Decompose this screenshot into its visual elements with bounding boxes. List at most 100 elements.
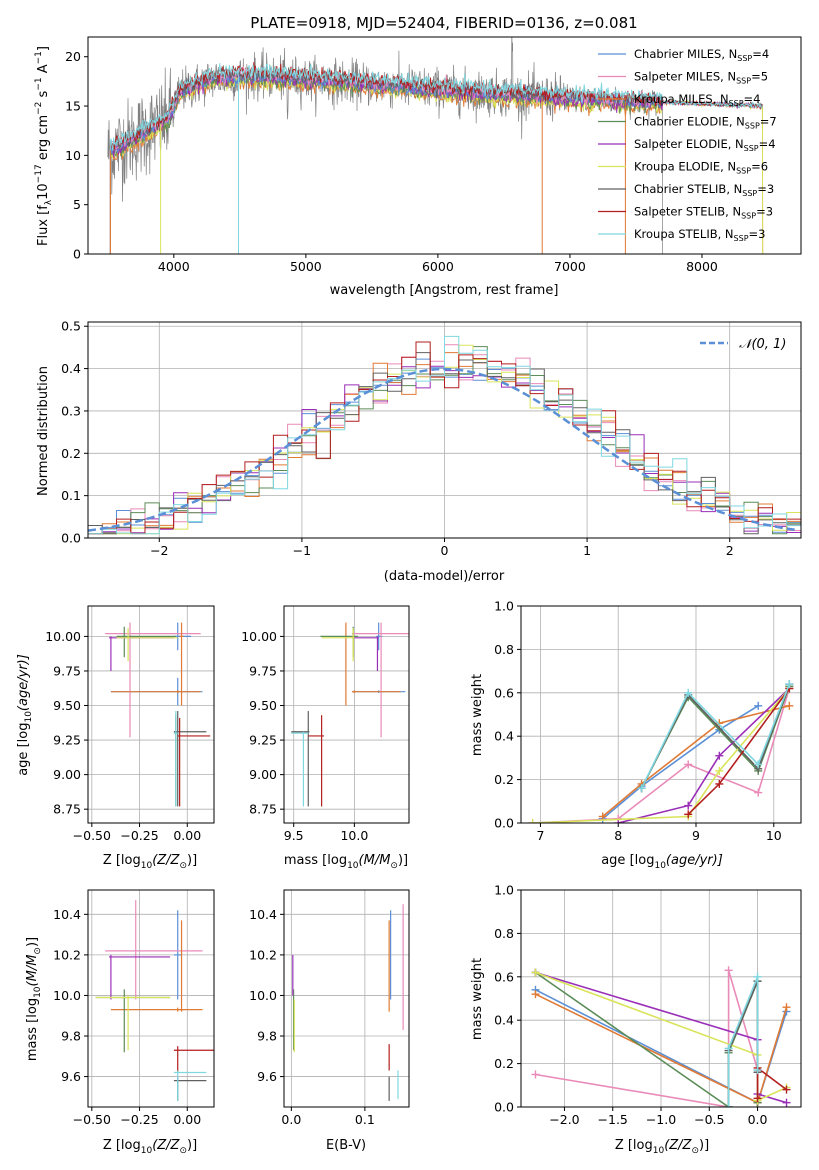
age_vs_Z-y-tick-label: 9.00 — [53, 767, 81, 782]
legend-label-salpeter-elodie: Salpeter ELODIE, NSSP=4 — [634, 137, 776, 153]
legend-label-sub: SSP — [742, 189, 757, 198]
mass-weight-vs-age-plot-area — [521, 605, 801, 824]
massweight_vs_age-marker-kroupa-elodie — [715, 766, 724, 775]
residuals-y-tick-label: 0.2 — [61, 446, 81, 461]
mass_vs_Z-point-salpeter-elodie — [109, 954, 171, 1000]
mass-weight-vs-metallicity-panel: −2.0 −1.5 −1.0 −0.5 0.0 0.0 0.2 0.4 0.6 0.8 1.0 Z … — [470, 883, 802, 1156]
age_vs_mass-point-kroupa-stelib — [291, 731, 309, 807]
histogram-y-label: Normed distribution — [36, 366, 51, 496]
spectrum-title: PLATE=0918, MJD=52404, FIBERID=0136, z=0… — [250, 14, 637, 32]
mass_vs_Z-point-kroupa-elodie — [95, 995, 171, 1051]
massweight_vs_age-marker-kroupa-stelib — [684, 688, 693, 697]
spectrum-plot-area — [107, 37, 764, 254]
age_vs_mass-y-tick-label: 9.25 — [249, 733, 277, 748]
residuals-x-tick-label: 0 — [441, 543, 449, 558]
massweight_vs_Z-y-tick-label: 0.4 — [494, 1013, 514, 1028]
mass_vs_ebv-y-tick-label: 9.8 — [257, 1029, 277, 1044]
massweight_vs_age-marker-kroupa-miles — [598, 812, 607, 821]
mass_vs_Z-x-tick-label: 0.00 — [173, 1112, 201, 1127]
residuals-x-tick-label: 1 — [583, 543, 591, 558]
mass_vs_Z-y-tick-label: 9.8 — [61, 1029, 81, 1044]
age_vs_Z-point-salpeter-miles — [105, 622, 201, 738]
age_vs_Z-point-kroupa-elodie — [116, 628, 178, 662]
legend-label-name: Salpeter ELODIE, N — [634, 137, 744, 151]
massweight_vs_Z-marker-kroupa-stelib — [753, 972, 762, 981]
mass_vs_ebv-frame — [283, 889, 410, 1108]
massweight_vs_age-marker-salpeter-stelib — [715, 779, 724, 788]
spectrum-x-label: wavelength [Angstrom, rest frame] — [330, 283, 559, 298]
age_vs_mass-point-kroupa-elodie — [321, 628, 355, 662]
age_vs_Z-frame — [87, 605, 215, 824]
legend-label-name: Salpeter STELIB, N — [634, 205, 741, 219]
age_vs_Z-x-tick-label: −0.50 — [73, 828, 111, 843]
massweight_vs_age-marker-kroupa-miles — [785, 701, 794, 710]
histogram-legend: 𝒩(0, 1) — [700, 337, 786, 352]
legend-label-tail: =3 — [757, 182, 774, 196]
legend-label-tail: =4 — [744, 92, 761, 106]
mass_vs_Z-y-tick-label: 10.4 — [53, 907, 81, 922]
spectrum-x-tick-label: 6000 — [422, 259, 454, 274]
age_vs_mass-x-tick-label: 10.0 — [340, 828, 368, 843]
massweight_vs_age-series — [528, 680, 794, 823]
massweight_vs_age-y-tick-label: 0.4 — [494, 729, 514, 744]
massweight_vs_age-y-tick-label: 0.0 — [494, 816, 514, 831]
legend-label-sub: SSP — [737, 54, 752, 63]
massweight_vs_age-marker-chabrier-miles — [754, 701, 763, 710]
histogram-step-kroupa-stelib — [88, 335, 801, 535]
legend-label-chabrier-elodie: Chabrier ELODIE, NSSP=7 — [634, 115, 777, 131]
spectrum-x-tick-label: 5000 — [290, 259, 322, 274]
mass_vs_Z-point-chabrier-miles — [173, 910, 182, 1000]
massweight_vs_Z-x-tick-label: −2.0 — [549, 1112, 579, 1127]
age_vs_Z-point-chabrier-stelib — [173, 711, 207, 807]
massweight_vs_Z-y-tick-label: 0.2 — [494, 1056, 514, 1071]
observed-spectrum-line — [107, 37, 663, 254]
age-vs-mass-axes: 9.5 10.0 8.75 9.00 9.25 9.50 9.75 10.00 — [241, 605, 410, 843]
massweight_vs_age-y-tick-label: 1.0 — [494, 599, 514, 614]
mass_vs_ebv-y-tick-label: 10.2 — [249, 947, 277, 962]
age_vs_mass-point-salpeter-miles — [351, 622, 409, 738]
legend-label-tail: =4 — [759, 137, 776, 151]
age_vs_Z-y-tick-label: 10.00 — [45, 629, 81, 644]
normal-curve-legend-label: 𝒩(0, 1) — [739, 337, 786, 352]
massweight_vs_Z-marker-kroupa-miles — [531, 990, 540, 999]
spectrum-y-tick-label: 10 — [65, 148, 81, 163]
spectrum-axes: 4000 5000 6000 7000 8000 0 5 10 15 20 — [65, 36, 802, 274]
age_vs_Z-point-salpeter-elodie — [109, 636, 174, 671]
age_vs_Z-point-kroupa-stelib — [173, 711, 178, 807]
mass-vs-ebv-plot-area — [284, 890, 409, 1107]
residuals-x-tick-label: −2 — [150, 543, 168, 558]
legend-label-name: Kroupa STELIB, N — [634, 227, 734, 241]
mass-vs-ebv-x-label: E(B-V) — [326, 1138, 366, 1153]
age_vs_mass-point-kroupa-miles — [344, 622, 348, 706]
legend-label-tail: =5 — [751, 70, 768, 84]
normal-distribution-curve — [88, 367, 799, 532]
mass_vs_Z-y-tick-label: 10.0 — [53, 988, 81, 1003]
spectrum-frame — [87, 36, 802, 255]
mass_vs_ebv-x-tick-label: 0.0 — [281, 1112, 301, 1127]
age_vs_Z-y-tick-label: 8.75 — [53, 802, 81, 817]
legend-label-sub: SSP — [729, 99, 744, 108]
massweight_vs_age-y-tick-label: 0.2 — [494, 772, 514, 787]
mass_vs_Z-point-kroupa-miles — [179, 920, 184, 1012]
mass_vs_Z-point-salpeter-miles — [105, 900, 203, 1000]
mass-weight-vs-metallicity-plot-area — [521, 889, 801, 1108]
age_vs_mass-point-salpeter-stelib — [308, 715, 325, 807]
age_vs_mass-frame — [283, 605, 410, 824]
age_vs_mass-point-chabrier-stelib — [291, 711, 310, 807]
age_vs_mass-y-tick-label: 9.75 — [249, 663, 277, 678]
massweight_vs_age-marker-salpeter-elodie — [614, 819, 623, 823]
massweight_vs_Z-marker-salpeter-stelib — [782, 1085, 791, 1094]
massweight_vs_age-marker-kroupa-stelib — [785, 680, 794, 689]
mass_vs_Z-x-tick-label: −0.50 — [73, 1112, 111, 1127]
residuals-x-tick-label: −1 — [293, 543, 311, 558]
mass_vs_Z-x-tick-label: −0.25 — [120, 1112, 158, 1127]
massweight_vs_age-y-tick-label: 0.6 — [494, 685, 514, 700]
massweight_vs_Z-marker-kroupa-elodie — [531, 968, 540, 977]
legend-label-sub: SSP — [736, 77, 751, 86]
age_vs_Z-point-kroupa-miles — [179, 622, 184, 706]
legend-label-sub: SSP — [745, 122, 760, 131]
massweight_vs_age-marker-salpeter-miles — [684, 760, 693, 769]
massweight_vs_age-marker-kroupa-stelib — [754, 760, 763, 769]
residuals-y-tick-label: 0.4 — [61, 361, 81, 376]
age-vs-metallicity-y-label: age [log10(age/yr)] — [16, 654, 34, 776]
